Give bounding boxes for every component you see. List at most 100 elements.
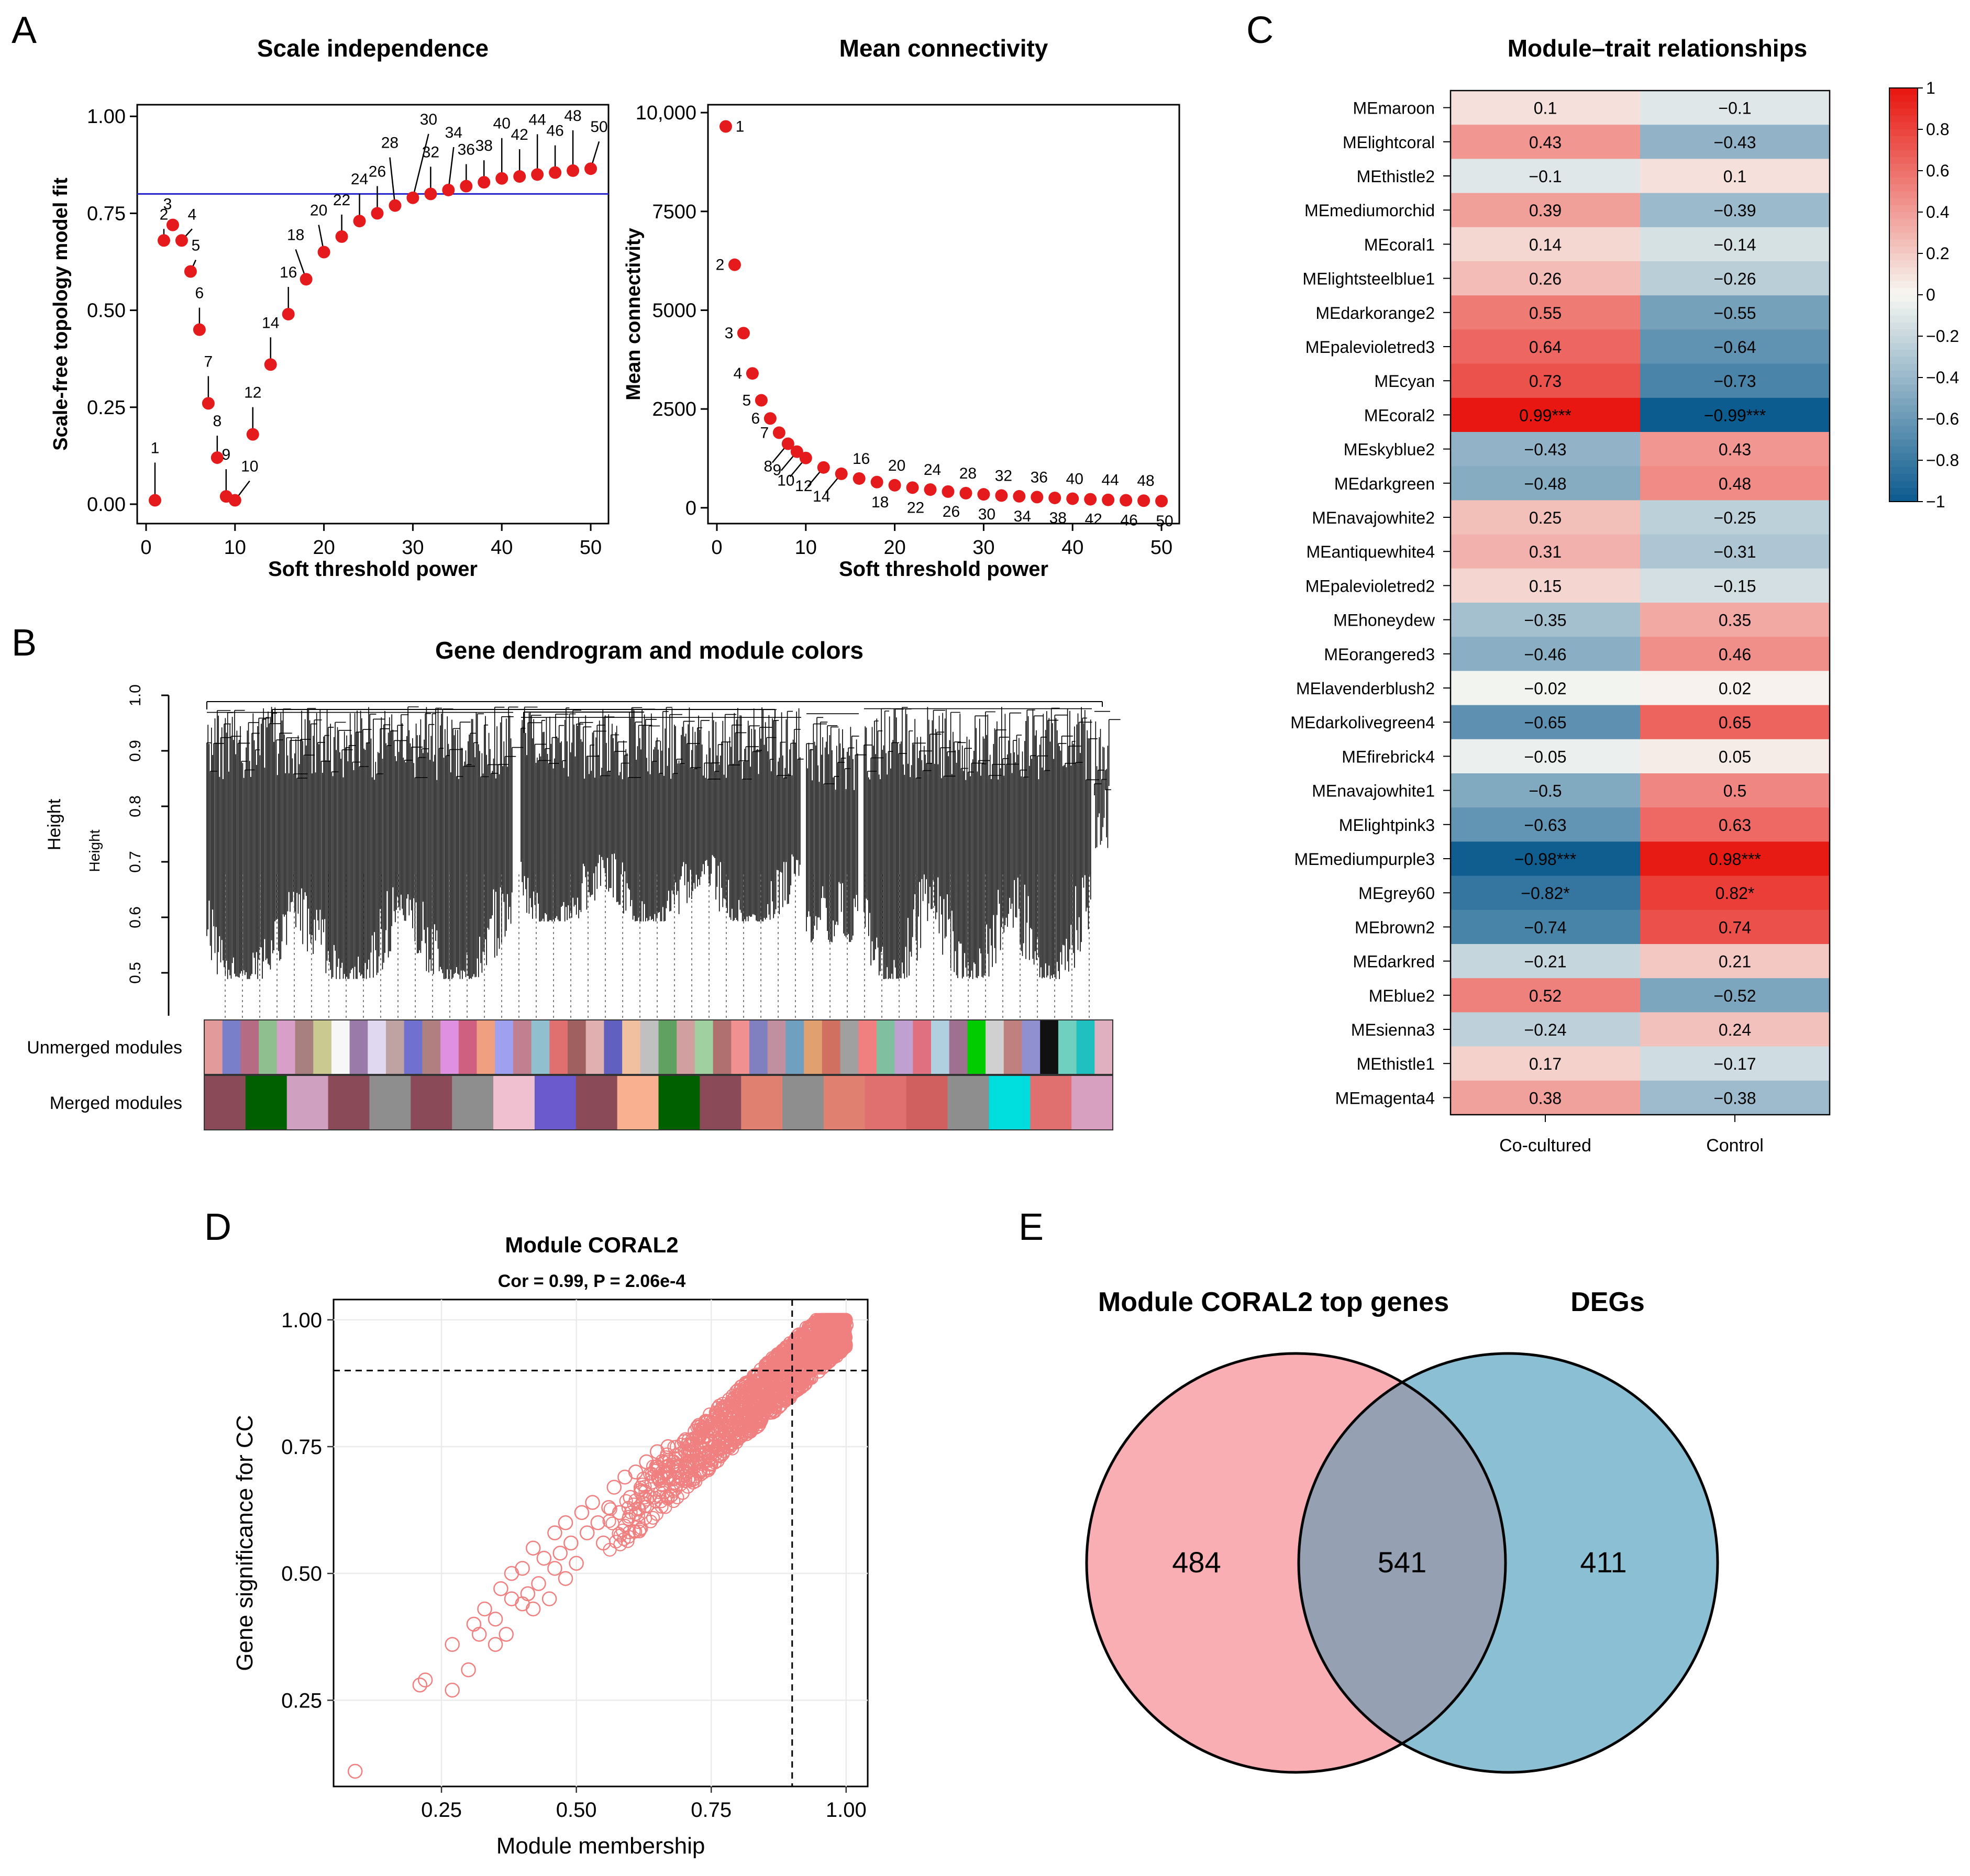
point-label: 10 bbox=[777, 472, 794, 490]
heatmap-row-label: MEgrey60 bbox=[1358, 884, 1435, 903]
heatmap-cell-label: 0.25 bbox=[1529, 508, 1562, 527]
unmerged-module-color bbox=[204, 1020, 223, 1074]
venn-right-outline bbox=[1297, 1352, 1719, 1774]
colorbar-segment bbox=[1889, 219, 1918, 227]
colorbar-tick-label: 0.2 bbox=[1926, 244, 1949, 263]
colorbar-segment bbox=[1889, 378, 1918, 385]
colorbar-segment bbox=[1889, 102, 1918, 109]
unmerged-module-color bbox=[913, 1020, 932, 1074]
colorbar-segment bbox=[1889, 171, 1918, 178]
scatter-point bbox=[461, 1662, 476, 1678]
scatter-point bbox=[525, 1601, 541, 1617]
unmerged-modules-label: Unmerged modules bbox=[27, 1038, 182, 1058]
gene-dendrogram-chart: Gene dendrogram and module colors 1.0 0.9 0… bbox=[27, 637, 1121, 1130]
merged-module-color bbox=[865, 1075, 907, 1130]
data-point bbox=[442, 183, 455, 196]
merged-module-color bbox=[658, 1075, 700, 1130]
colorbar-segment bbox=[1889, 384, 1918, 392]
unmerged-module-color bbox=[1022, 1020, 1041, 1074]
heatmap-col-label: Co-cultured bbox=[1499, 1136, 1591, 1156]
panel-label-b: B bbox=[12, 622, 37, 664]
heatmap-cell-label: 0.43 bbox=[1719, 440, 1751, 459]
data-point bbox=[755, 394, 768, 407]
x-tick-label: 30 bbox=[402, 537, 424, 559]
point-label: 28 bbox=[381, 135, 399, 152]
scatter-point bbox=[644, 1474, 660, 1490]
dendrogram-branches bbox=[206, 706, 1121, 979]
colorbar-segment bbox=[1889, 439, 1918, 447]
colorbar-segment bbox=[1889, 494, 1918, 502]
unmerged-module-color bbox=[276, 1020, 296, 1074]
data-point bbox=[371, 207, 384, 220]
x-tick-label: 10 bbox=[224, 537, 246, 559]
data-point bbox=[924, 483, 937, 496]
scatter-point bbox=[694, 1462, 708, 1477]
module-coral2-scatter: Module CORAL2 Cor = 0.99, P = 2.06e-4 0.25… bbox=[232, 1233, 869, 1859]
y-tick-label: 0.50 bbox=[87, 300, 126, 322]
colorbar-segment bbox=[1889, 177, 1918, 185]
scatter-dense-cloud bbox=[602, 1313, 853, 1557]
heatmap-cell-label: 0.31 bbox=[1529, 542, 1562, 561]
unmerged-module-color bbox=[858, 1020, 877, 1074]
unmerged-module-color bbox=[876, 1020, 895, 1074]
data-point bbox=[977, 488, 990, 501]
colorbar-segment bbox=[1889, 205, 1918, 213]
data-point bbox=[728, 258, 741, 271]
scatter-point bbox=[612, 1505, 627, 1520]
unmerged-module-color bbox=[822, 1020, 841, 1074]
data-point bbox=[870, 475, 883, 489]
colorbar-tick-label: 0.8 bbox=[1926, 120, 1949, 139]
scatter-point bbox=[761, 1403, 775, 1417]
colorbar-segment bbox=[1889, 157, 1918, 164]
heatmap-cell bbox=[1640, 534, 1830, 569]
unmerged-module-color bbox=[767, 1020, 786, 1074]
heatmap-cell bbox=[1451, 739, 1640, 774]
heatmap-cell-label: −0.31 bbox=[1714, 542, 1756, 561]
point-label: 4 bbox=[188, 206, 197, 223]
scatter-point bbox=[624, 1505, 638, 1519]
heatmap-row-label: MEdarkorange2 bbox=[1315, 304, 1435, 323]
scatter-point bbox=[778, 1349, 792, 1364]
y-tick-label: 0.25 bbox=[281, 1689, 322, 1712]
data-point bbox=[1084, 493, 1097, 506]
data-point bbox=[772, 426, 785, 439]
scatter-point bbox=[646, 1511, 660, 1525]
point-label: 50 bbox=[590, 118, 607, 136]
colorbar-segment bbox=[1889, 226, 1918, 234]
heatmap-row-label: MEpalevioletred2 bbox=[1305, 576, 1435, 595]
scatter-point bbox=[741, 1383, 757, 1398]
heatmap-cell-label: 0.05 bbox=[1719, 747, 1751, 766]
heatmap-row-label: MEsienna3 bbox=[1351, 1020, 1435, 1039]
x-tick-label: 0.75 bbox=[691, 1799, 732, 1822]
unmerged-module-color bbox=[713, 1020, 732, 1074]
unmerged-module-color bbox=[313, 1020, 332, 1074]
point-label: 36 bbox=[458, 141, 475, 159]
scatter-point bbox=[558, 1515, 573, 1530]
scatter-point bbox=[558, 1571, 573, 1586]
unmerged-module-color bbox=[458, 1020, 478, 1074]
colorbar-segment bbox=[1889, 115, 1918, 123]
heatmap-cell bbox=[1640, 978, 1830, 1013]
point-label: 26 bbox=[369, 163, 386, 180]
heatmap-cell bbox=[1640, 1012, 1830, 1047]
heatmap-cell bbox=[1451, 227, 1640, 262]
heatmap-col-label: Control bbox=[1706, 1136, 1764, 1156]
heatmap-cell-label: 0.39 bbox=[1529, 201, 1562, 220]
heatmap-cell bbox=[1640, 363, 1830, 398]
merged-module-color bbox=[411, 1075, 452, 1130]
merged-module-color bbox=[906, 1075, 948, 1130]
heatmap-cell bbox=[1640, 1080, 1830, 1115]
scatter-point bbox=[563, 1535, 579, 1551]
heatmap-cell bbox=[1640, 397, 1830, 432]
heatmap-row-label: MEdarkolivegreen4 bbox=[1290, 713, 1435, 732]
heatmap-cell-label: 0.43 bbox=[1529, 133, 1562, 152]
y-tick-label: 0.75 bbox=[87, 203, 126, 225]
x-tick-label: 0 bbox=[140, 537, 151, 559]
heatmap-row-label: MElightpink3 bbox=[1339, 816, 1435, 835]
data-point bbox=[300, 273, 313, 286]
scatter-point bbox=[739, 1409, 753, 1424]
colorbar-tick-label: 0.6 bbox=[1926, 161, 1949, 180]
point-label: 48 bbox=[564, 107, 581, 125]
x-tick-label: 50 bbox=[580, 537, 602, 559]
heatmap-cell-label: −0.98*** bbox=[1514, 850, 1576, 869]
